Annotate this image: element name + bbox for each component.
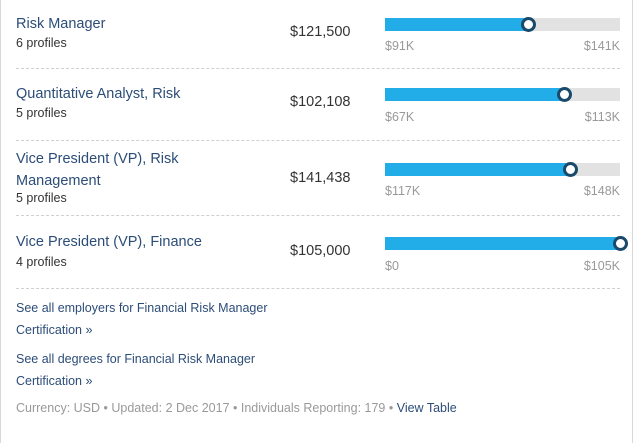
salary-range-fill [385,237,620,250]
salary-range-fill [385,88,565,101]
view-table-link[interactable]: View Table [396,401,457,415]
job-row: Vice President (VP), Finance 4 profiles … [16,215,628,289]
salary-range-bar [385,87,620,102]
separator: • [100,401,112,415]
job-title-link[interactable]: Quantitative Analyst, Risk [16,86,181,102]
separator: • [385,401,397,415]
range-min-label: $91K [385,39,415,53]
profiles-count: 6 profiles [16,36,67,50]
job-row: Quantitative Analyst, Risk 5 profiles $1… [16,68,620,141]
salary-marker [557,87,573,102]
reporting-text: Individuals Reporting: 179 [240,401,386,415]
see-all-employers-link[interactable]: See all employers for Financial Risk Man… [16,301,268,337]
salary-range-fill [385,18,529,31]
salary-range-fill [385,163,571,176]
salary-marker [613,236,628,251]
footer-info: Currency: USD • Updated: 2 Dec 2017 • In… [16,401,457,415]
salary-marker [563,162,579,177]
range-min-label: $117K [385,184,421,198]
job-row: Risk Manager 6 profiles $121,500 $91K $1… [16,0,620,69]
job-row: Vice President (VP), Risk Management 5 p… [16,140,620,216]
salary-range-bar [385,162,620,177]
currency-text: Currency: USD [16,401,101,415]
median-salary: $102,108 [290,94,351,110]
median-salary: $141,438 [290,170,351,186]
median-salary: $105,000 [290,243,351,259]
job-title-link[interactable]: Risk Manager [16,16,106,32]
range-max-label: $148K [583,184,620,198]
range-max-label: $141K [583,39,620,53]
salary-marker [521,17,537,32]
salary-range-bar [385,17,620,32]
see-all-degrees-link[interactable]: See all degrees for Financial Risk Manag… [16,352,256,388]
profiles-count: 5 profiles [16,191,67,205]
job-title-link[interactable]: Vice President (VP), Finance [16,234,202,250]
profiles-count: 4 profiles [16,255,67,269]
range-max-label: $105K [583,259,620,273]
updated-text: Updated: 2 Dec 2017 [111,401,230,415]
job-title-link[interactable]: Vice President (VP), Risk Management [16,151,179,189]
salary-range-bar [385,236,628,251]
median-salary: $121,500 [290,24,351,40]
range-min-label: $67K [385,110,415,124]
range-min-label: $0 [385,259,399,273]
profiles-count: 5 profiles [16,106,67,120]
range-max-label: $113K [584,110,620,124]
separator: • [229,401,241,415]
